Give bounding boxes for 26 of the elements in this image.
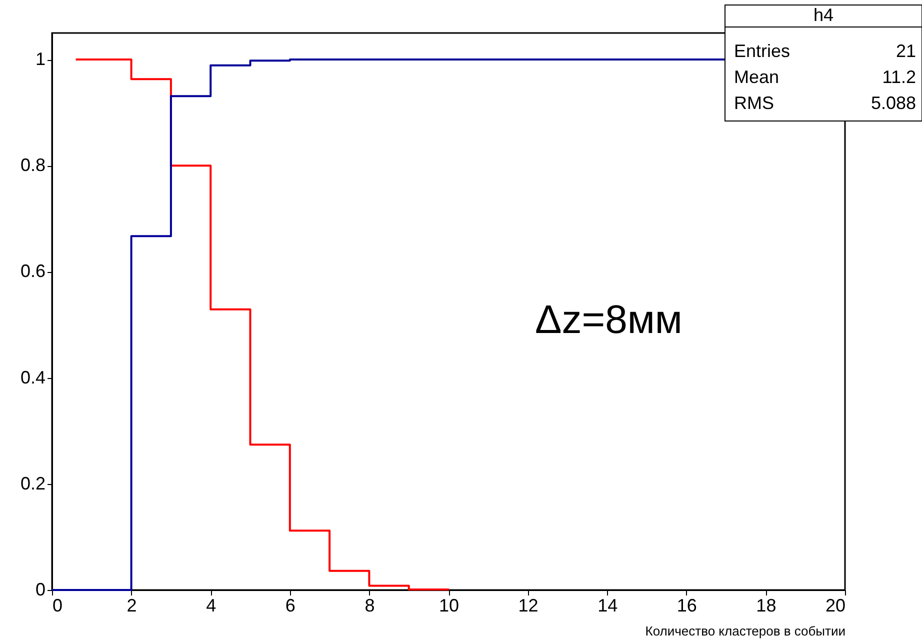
x-tick-label: 10 [438,596,460,616]
x-axis-title: Количество кластеров в событии [645,624,846,638]
y-tick-label: 0.4 [20,367,46,388]
x-tick-label: 12 [518,596,538,616]
x-tick-label: 14 [598,596,618,616]
text: 5.088 [870,93,916,113]
x-tick-label: 0 [52,596,63,616]
y-tick-label: 0 [35,580,46,600]
y-tick-label: 0.8 [20,155,46,176]
x-tick-label: 16 [676,596,697,616]
x-tick-label: 20 [825,596,846,616]
x-tick-label: 8 [364,596,375,616]
text: h4 [813,5,834,25]
y-tick-label: 0.2 [20,473,46,494]
y-tick-label: 0.6 [20,261,46,282]
annotation: Entries [734,41,790,61]
y-tick-label: 1 [35,49,46,70]
x-tick-label: 18 [756,596,776,616]
x-tick-label: 6 [285,596,296,616]
x-tick-label: 2 [126,596,137,616]
text: 11.2 [882,67,916,87]
annotation: Mean [734,67,780,87]
annotation: RMS [734,93,774,113]
x-tick-label: 4 [206,596,216,616]
text: 21 [896,41,916,61]
annotation: Δz=8мм [535,298,682,342]
